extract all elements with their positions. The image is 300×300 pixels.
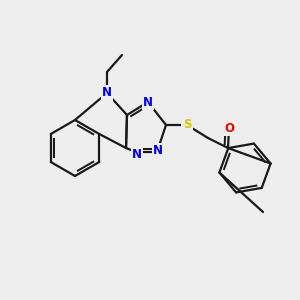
Text: N: N <box>102 86 112 100</box>
Text: N: N <box>132 148 142 160</box>
Text: N: N <box>153 145 163 158</box>
Text: S: S <box>183 118 191 131</box>
Text: N: N <box>143 95 153 109</box>
Text: O: O <box>224 122 234 134</box>
